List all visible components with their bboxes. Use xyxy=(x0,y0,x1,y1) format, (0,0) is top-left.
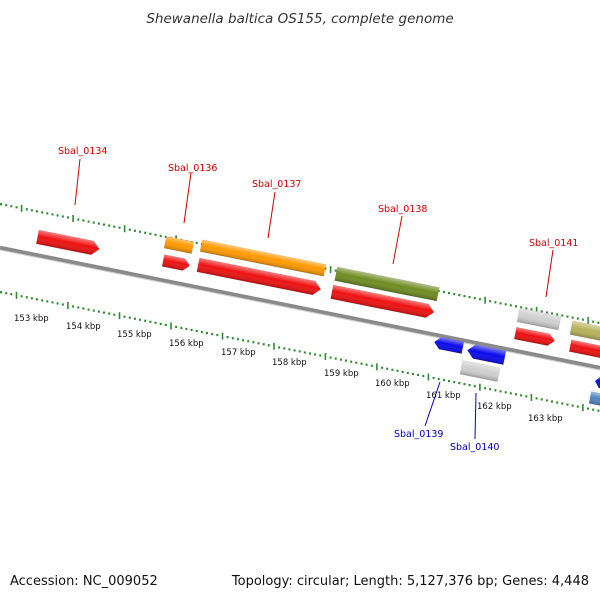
scale-labels: 153 kbp 154 kbp 155 kbp 156 kbp 157 kbp … xyxy=(14,314,563,424)
scale-label-163kbp: 163 kbp xyxy=(528,414,563,424)
scale-label-156kbp: 156 kbp xyxy=(169,339,204,349)
connector-sbal-0139 xyxy=(424,381,441,427)
scale-label-160kbp: 160 kbp xyxy=(375,379,410,389)
scale-label-162kbp: 162 kbp xyxy=(477,402,512,412)
gene-label-sbal-0134: Sbal_0134 xyxy=(58,146,107,157)
scale-label-158kbp: 158 kbp xyxy=(272,358,307,368)
connector-sbal-0141 xyxy=(545,249,554,298)
inner-tick-ring xyxy=(0,291,600,412)
gene-label-sbal-0140: Sbal_0140 xyxy=(450,442,499,453)
scale-label-154kbp: 154 kbp xyxy=(66,322,101,332)
accession-text: Accession: NC_009052 xyxy=(10,574,158,589)
scale-label-155kbp: 155 kbp xyxy=(117,330,152,340)
connector-sbal-0138 xyxy=(392,215,403,265)
connector-sbal-0136 xyxy=(183,172,192,224)
connector-sbal-0140 xyxy=(474,392,477,440)
gene-label-sbal-0141: Sbal_0141 xyxy=(529,238,578,249)
topology-text: Topology: circular; Length: 5,127,376 bp… xyxy=(231,574,589,589)
gene-labels: Sbal_0134 Sbal_0136 Sbal_0137 Sbal_0138 … xyxy=(58,146,578,453)
genome-backbone xyxy=(0,245,600,371)
gene-features xyxy=(35,229,600,408)
scale-label-153kbp: 153 kbp xyxy=(14,314,49,324)
connector-sbal-0137 xyxy=(267,191,276,239)
gene-label-sbal-0138: Sbal_0138 xyxy=(378,204,427,215)
scale-label-161kbp: 161 kbp xyxy=(426,391,461,401)
gene-label-sbal-0139: Sbal_0139 xyxy=(394,429,443,440)
gene-label-sbal-0137: Sbal_0137 xyxy=(252,179,301,190)
scale-label-159kbp: 159 kbp xyxy=(324,369,359,379)
connector-sbal-0134 xyxy=(74,158,81,206)
map-title: Shewanella baltica OS155, complete genom… xyxy=(146,11,453,27)
scale-label-157kbp: 157 kbp xyxy=(221,348,256,358)
gene-label-sbal-0136: Sbal_0136 xyxy=(168,163,217,174)
label-connectors xyxy=(74,158,554,440)
